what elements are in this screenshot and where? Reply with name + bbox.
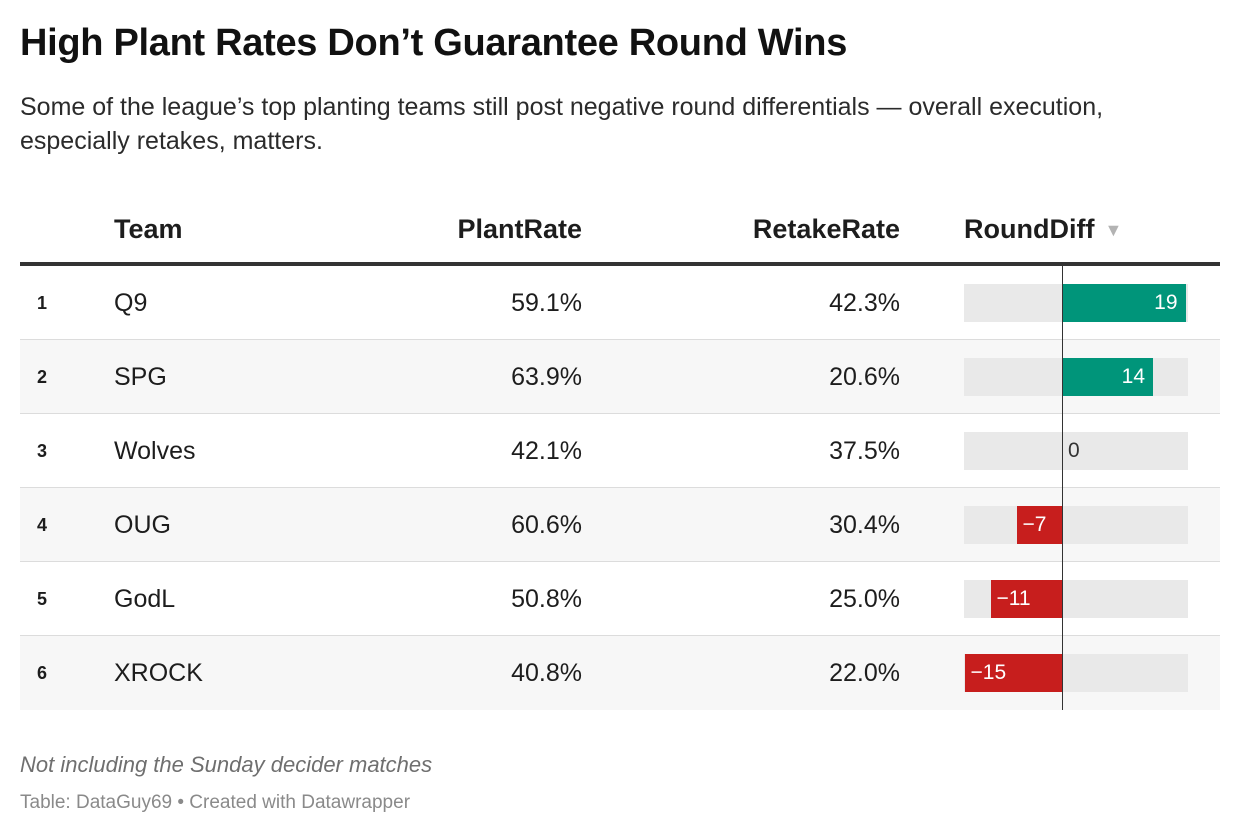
round-diff-label: 0 xyxy=(1068,439,1080,462)
round-diff-label: −11 xyxy=(996,587,1031,610)
row-retake-rate: 22.0% xyxy=(829,659,900,687)
round-diff-bar xyxy=(964,654,1062,692)
round-diff-bar xyxy=(1062,284,1186,322)
column-header-team[interactable]: Team xyxy=(114,214,183,244)
row-plant-rate: 42.1% xyxy=(511,437,582,465)
chart-subtitle: Some of the league’s top planting teams … xyxy=(20,93,1104,155)
row-plant-rate: 50.8% xyxy=(511,585,582,613)
table-source: Table: DataGuy69 • Created with Datawrap… xyxy=(20,792,411,813)
row-retake-rate: 42.3% xyxy=(829,289,900,317)
table-row: 2 SPG 63.9% 20.6% 14 xyxy=(20,340,1220,414)
sort-descending-icon[interactable]: ▼ xyxy=(1104,220,1123,240)
row-plant-rate: 63.9% xyxy=(511,363,582,391)
round-diff-label: −7 xyxy=(1022,513,1047,536)
row-team: Q9 xyxy=(114,289,148,317)
row-team: XROCK xyxy=(114,659,203,687)
row-rank: 6 xyxy=(37,663,48,683)
round-diff-bar xyxy=(990,580,1062,618)
round-diff-label: −15 xyxy=(970,661,1007,684)
round-diff-bar-track: −7 xyxy=(964,506,1188,544)
round-diff-bar-track: −11 xyxy=(964,580,1188,618)
column-header-rounddiff[interactable]: RoundDiff ▼ xyxy=(964,214,1122,245)
round-diff-label: 19 xyxy=(1154,291,1178,314)
row-rank: 1 xyxy=(37,293,48,313)
round-diff-bar-track: 14 xyxy=(964,358,1188,396)
zero-baseline xyxy=(1062,266,1063,710)
round-diff-bar-track: −15 xyxy=(964,654,1188,692)
row-retake-rate: 20.6% xyxy=(829,363,900,391)
row-rank: 5 xyxy=(37,589,48,609)
table-body: 1 Q9 59.1% 42.3% 19 2 SPG 63.9% 20.6% 14 3 Wolves 42… xyxy=(20,266,1220,710)
table-row: 5 GodL 50.8% 25.0% −11 xyxy=(20,562,1220,636)
data-table: Team PlantRate RetakeRate RoundDiff ▼ 1 Q9… xyxy=(20,196,1220,710)
column-header-rounddiff-label: RoundDiff xyxy=(964,214,1095,244)
row-plant-rate: 59.1% xyxy=(511,289,582,317)
row-team: OUG xyxy=(114,511,171,539)
table-row: 3 Wolves 42.1% 37.5% 0 xyxy=(20,414,1220,488)
row-team: GodL xyxy=(114,585,176,613)
row-retake-rate: 30.4% xyxy=(829,511,900,539)
row-rank: 3 xyxy=(37,441,48,461)
row-rank: 2 xyxy=(37,367,48,387)
table-row: 4 OUG 60.6% 30.4% −7 xyxy=(20,488,1220,562)
row-retake-rate: 25.0% xyxy=(829,585,900,613)
column-header-plantrate[interactable]: PlantRate xyxy=(457,214,582,244)
table-header: Team PlantRate RetakeRate RoundDiff ▼ xyxy=(20,196,1220,266)
row-plant-rate: 60.6% xyxy=(511,511,582,539)
row-rank: 4 xyxy=(37,515,48,535)
row-team: SPG xyxy=(114,363,167,391)
round-diff-bar-track: 19 xyxy=(964,284,1188,322)
row-plant-rate: 40.8% xyxy=(511,659,582,687)
round-diff-bar xyxy=(1016,506,1062,544)
table-row: 6 XROCK 40.8% 22.0% −15 xyxy=(20,636,1220,710)
row-retake-rate: 37.5% xyxy=(829,437,900,465)
row-team: Wolves xyxy=(114,437,196,465)
chart-title: High Plant Rates Don’t Guarantee Round W… xyxy=(20,22,848,64)
table-note: Not including the Sunday decider matches xyxy=(20,752,433,777)
round-diff-bar-track: 0 xyxy=(964,432,1188,470)
round-diff-bar xyxy=(1062,358,1153,396)
column-header-retakerate[interactable]: RetakeRate xyxy=(752,214,900,244)
table-row: 1 Q9 59.1% 42.3% 19 xyxy=(20,266,1220,340)
round-diff-label: 14 xyxy=(1121,365,1145,388)
